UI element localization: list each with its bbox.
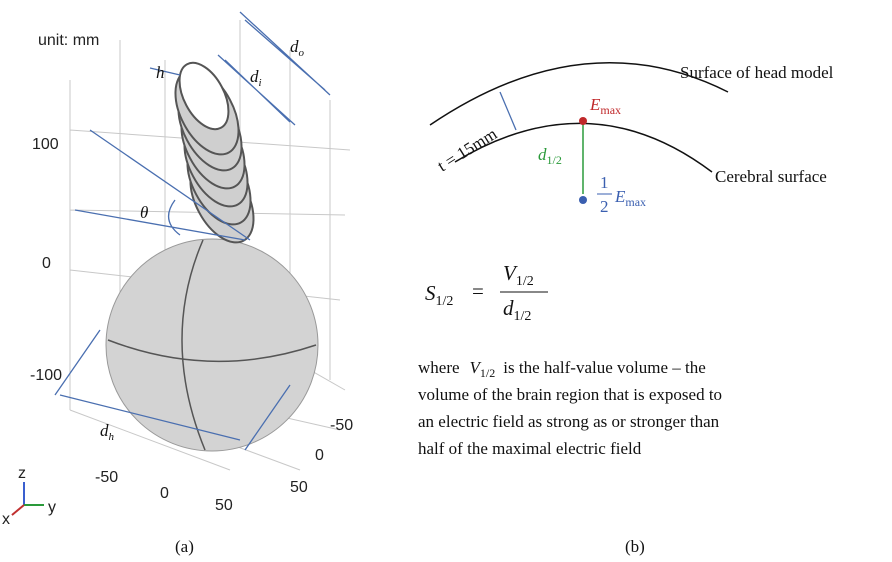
coil: [174, 61, 255, 244]
sym: d: [503, 296, 514, 320]
caption: (b): [625, 537, 645, 556]
z-tick: -100: [30, 367, 62, 384]
word: where: [418, 358, 460, 377]
formula: S1/2 = V1/2 d1/2: [425, 261, 548, 324]
sym: Emax: [614, 187, 646, 209]
y-label: y: [48, 499, 56, 516]
sub: 1/2: [480, 366, 495, 380]
sub: h: [109, 431, 115, 443]
sub: max: [625, 195, 646, 209]
dimension-lines: [54, 11, 331, 451]
side-tick: 50: [290, 479, 308, 496]
den: 2: [600, 197, 609, 216]
sub: 1/2: [514, 309, 532, 324]
half-point: [579, 196, 587, 204]
front-tick: 0: [160, 485, 169, 502]
sphere-lines: [107, 239, 317, 451]
front-tick: 50: [215, 497, 233, 514]
sub: 1/2: [516, 274, 534, 289]
theta: θ: [140, 203, 148, 222]
unit: unit: mm: [38, 32, 99, 49]
sub: max: [600, 103, 621, 117]
d-h: dh: [100, 421, 115, 443]
outer-label: Surface of head model: [680, 63, 834, 82]
sym: d: [250, 67, 259, 86]
distance: d1/2: [538, 145, 562, 167]
d-o: do: [290, 37, 305, 59]
sphere: [105, 238, 319, 452]
denominator: d1/2: [503, 296, 531, 324]
sub: 1/2: [436, 294, 454, 309]
surfaces: [429, 61, 729, 173]
num: 1: [600, 173, 609, 192]
equals: =: [472, 279, 484, 303]
text-line: volume of the brain region that is expos…: [418, 385, 722, 404]
side-tick: 0: [315, 447, 324, 464]
text-line: an electric field as strong as or strong…: [418, 412, 720, 431]
text-line: half of the maximal electric field: [418, 439, 642, 458]
e-max-point: [579, 117, 587, 125]
sym: V: [503, 261, 518, 285]
h: h: [156, 63, 165, 82]
e-max: Emax: [589, 95, 621, 117]
x-label: x: [2, 511, 10, 528]
inner-label: Cerebral surface: [715, 167, 827, 186]
z-tick: 100: [32, 136, 59, 153]
caption: (a): [175, 537, 194, 556]
sym: d: [538, 145, 547, 164]
rest: is the half-value volume – the: [503, 358, 706, 377]
sub: 1/2: [547, 153, 562, 167]
d-i: di: [250, 67, 262, 89]
thickness-arrow: [499, 91, 517, 131]
numerator: V1/2: [503, 261, 534, 289]
z-tick: 0: [42, 255, 51, 272]
half-e-max: 1 2 Emax: [597, 173, 646, 216]
side-tick: -50: [330, 417, 353, 434]
sub: i: [259, 77, 262, 89]
front-tick: -50: [95, 469, 118, 486]
z-label: z: [18, 465, 26, 482]
thickness: t = 15mm: [434, 124, 500, 175]
sym: S: [425, 281, 436, 305]
sub: o: [299, 47, 305, 59]
x-arrow: [11, 504, 25, 516]
panel-b: Surface of head model Cerebral surface t…: [418, 61, 834, 556]
panel-a: unit: mm 100 0 -100 -50 0 50 -50 0 50 do…: [2, 11, 353, 556]
text-line: where V1/2 is the half-value volume – the: [418, 358, 706, 380]
sym: d: [100, 421, 109, 440]
sym: E: [589, 95, 601, 114]
sym: d: [290, 37, 299, 56]
lhs: S1/2: [425, 281, 453, 309]
sym: V: [470, 358, 483, 377]
sym: E: [614, 187, 626, 206]
